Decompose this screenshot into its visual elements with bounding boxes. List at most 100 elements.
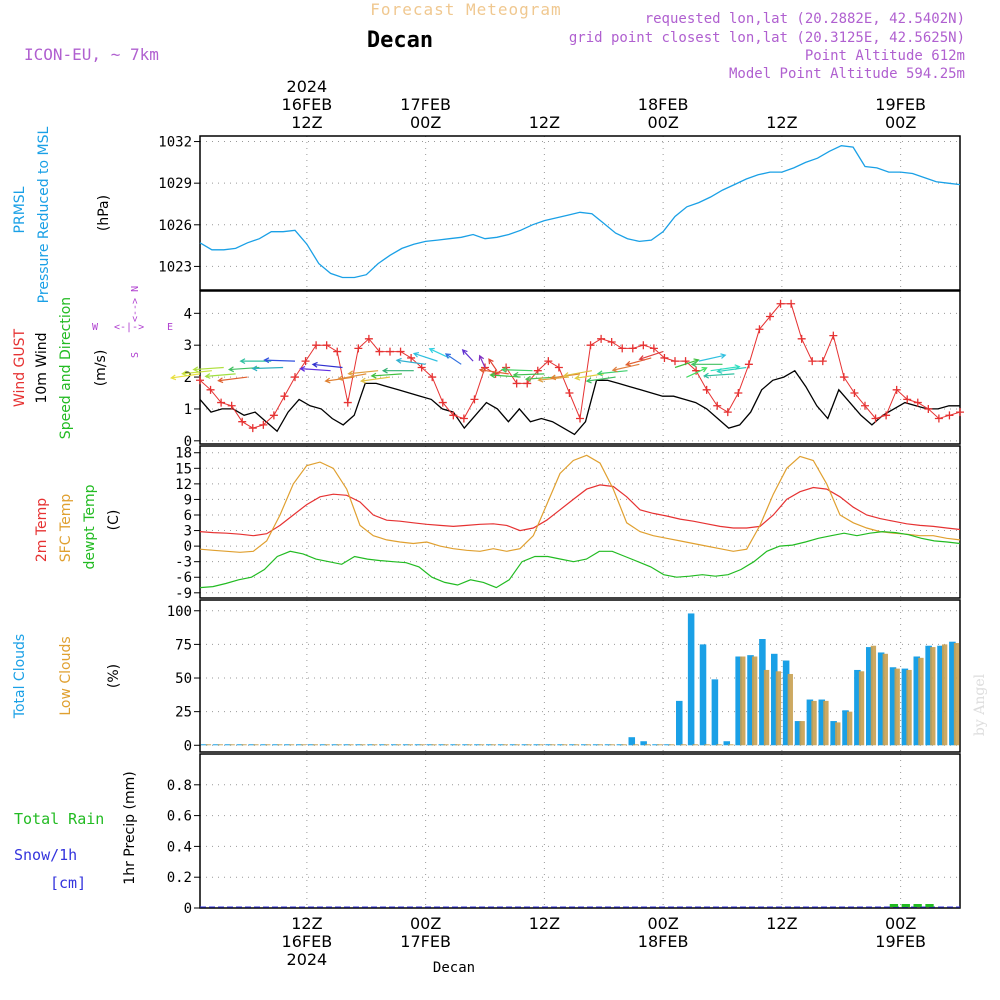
wind-unit: (m/s)	[93, 350, 109, 387]
precip-ytick-label: 0	[184, 901, 192, 917]
cloud-ytick-label: 25	[175, 705, 192, 721]
wind-gust-point	[396, 347, 405, 356]
total-cloud-bar	[604, 744, 612, 746]
cloud-frame	[199, 599, 961, 753]
time-label: 12Z	[529, 113, 560, 132]
total-cloud-bar	[331, 744, 339, 746]
low-cloud-bar	[763, 669, 770, 746]
wind-direction-arrow	[562, 370, 592, 378]
prmsl-label: PRMSL	[12, 186, 28, 233]
wind-gust-point	[649, 344, 658, 353]
wind-direction-arrow	[311, 361, 343, 369]
wind-direction-arrow	[716, 366, 747, 374]
low-cloud-bar	[752, 656, 758, 746]
temp-ytick-label: 15	[175, 461, 192, 477]
total-cloud-bar	[806, 699, 814, 746]
total-cloud-bar	[735, 656, 742, 746]
temp-ytick-label: 0	[184, 539, 192, 555]
low-cloud-bar	[609, 744, 615, 746]
model-label: ICON-EU, ~ 7km	[24, 45, 159, 64]
low-cloud-bar	[277, 744, 283, 746]
wind-gust-point	[766, 312, 774, 321]
temp-ytick-label: 3	[184, 524, 192, 540]
total-cloud-bar	[296, 744, 303, 746]
wind-direction-arrow	[478, 367, 509, 375]
low-cloud-bar	[526, 744, 532, 746]
wind-gust-point	[839, 373, 848, 382]
time-label: 12Z	[529, 914, 560, 933]
total-cloud-bar	[699, 644, 707, 746]
wind-gust-point	[386, 347, 394, 356]
wind-direction-arrow	[512, 371, 545, 378]
low-cloud-bar	[217, 744, 223, 746]
precip-ytick-label: 0.6	[167, 809, 192, 825]
wind-direction-arrow	[370, 372, 402, 379]
total-cloud-bar	[462, 744, 469, 746]
sfc-temp-line	[199, 454, 961, 553]
low-cloud-bar	[288, 744, 295, 746]
total-cloud-bar	[794, 721, 802, 746]
wind-ytick-label: 4	[184, 306, 192, 322]
total-cloud-bar	[569, 744, 576, 746]
wind-gust-point	[512, 379, 521, 388]
wind-gust-point	[607, 338, 616, 346]
time-label: 2024	[287, 77, 328, 96]
precip-frame	[199, 753, 961, 909]
wind-gust-point	[618, 344, 627, 353]
wind-gust-point	[375, 347, 384, 356]
time-label: 00Z	[410, 914, 441, 933]
total-cloud-bar	[925, 645, 932, 746]
low-cloud-bar	[467, 744, 473, 746]
compass-s: S	[130, 352, 141, 358]
total-cloud-bar	[937, 645, 944, 746]
low-cloud-bar	[383, 744, 390, 746]
wind-dir-label: Speed and Direction	[58, 297, 74, 439]
wind-gust-point	[238, 417, 247, 426]
wind-gust-point	[196, 376, 204, 385]
cloud-ytick-label: 100	[167, 604, 192, 620]
precip-ytick-label: 0.4	[167, 839, 192, 855]
wind-gust-point	[818, 357, 827, 366]
temp-ytick-label: 9	[184, 492, 192, 508]
low-cloud-bar	[265, 744, 271, 746]
precip-panel: 0 0.2 0.4 0.6 0.8	[167, 753, 961, 917]
wind-direction-arrow	[263, 357, 296, 364]
cloud-ytick-label: 50	[175, 671, 192, 687]
total-cloud-bar	[842, 710, 849, 746]
wind-direction-arrow	[461, 349, 474, 362]
wind-gust-point	[734, 389, 743, 397]
low-cloud-bar	[894, 668, 900, 746]
compass-n: <--> N	[130, 286, 141, 322]
pressure-ytick-label: 1032	[158, 135, 192, 151]
t2m-line	[199, 484, 961, 537]
low-cloud-bar	[538, 744, 544, 746]
t2m-label: 2m Temp	[34, 498, 50, 562]
low-cloud-bar	[348, 744, 354, 746]
point-altitude: Point Altitude 612m	[805, 48, 965, 64]
wind-gust-point	[364, 334, 373, 343]
wind-gust-point	[407, 353, 416, 362]
low-cloud-bar	[918, 657, 924, 746]
total-cloud-bar	[581, 744, 588, 746]
wind-gust-point	[470, 395, 479, 404]
wind-direction-arrow	[299, 365, 331, 372]
rain-bar	[925, 904, 934, 907]
total-cloud-bar	[652, 744, 659, 746]
wind-gust-point	[913, 398, 922, 407]
wind-ytick-label: 1	[184, 402, 192, 418]
low-cloud-bar	[740, 656, 746, 746]
total-cloud-bar	[248, 744, 256, 746]
wind-gust-point	[639, 341, 648, 350]
low-cloud-bar	[680, 744, 687, 746]
wind-gust-point	[565, 389, 574, 397]
total-cloud-bar	[391, 744, 398, 746]
watermark: by Angel	[972, 673, 988, 736]
wind-gust-point	[227, 401, 236, 410]
wind-gust-point	[871, 414, 880, 423]
compass-e: E	[167, 322, 173, 333]
low-cloud-bar	[823, 700, 829, 746]
wind-direction-arrow	[611, 363, 640, 373]
